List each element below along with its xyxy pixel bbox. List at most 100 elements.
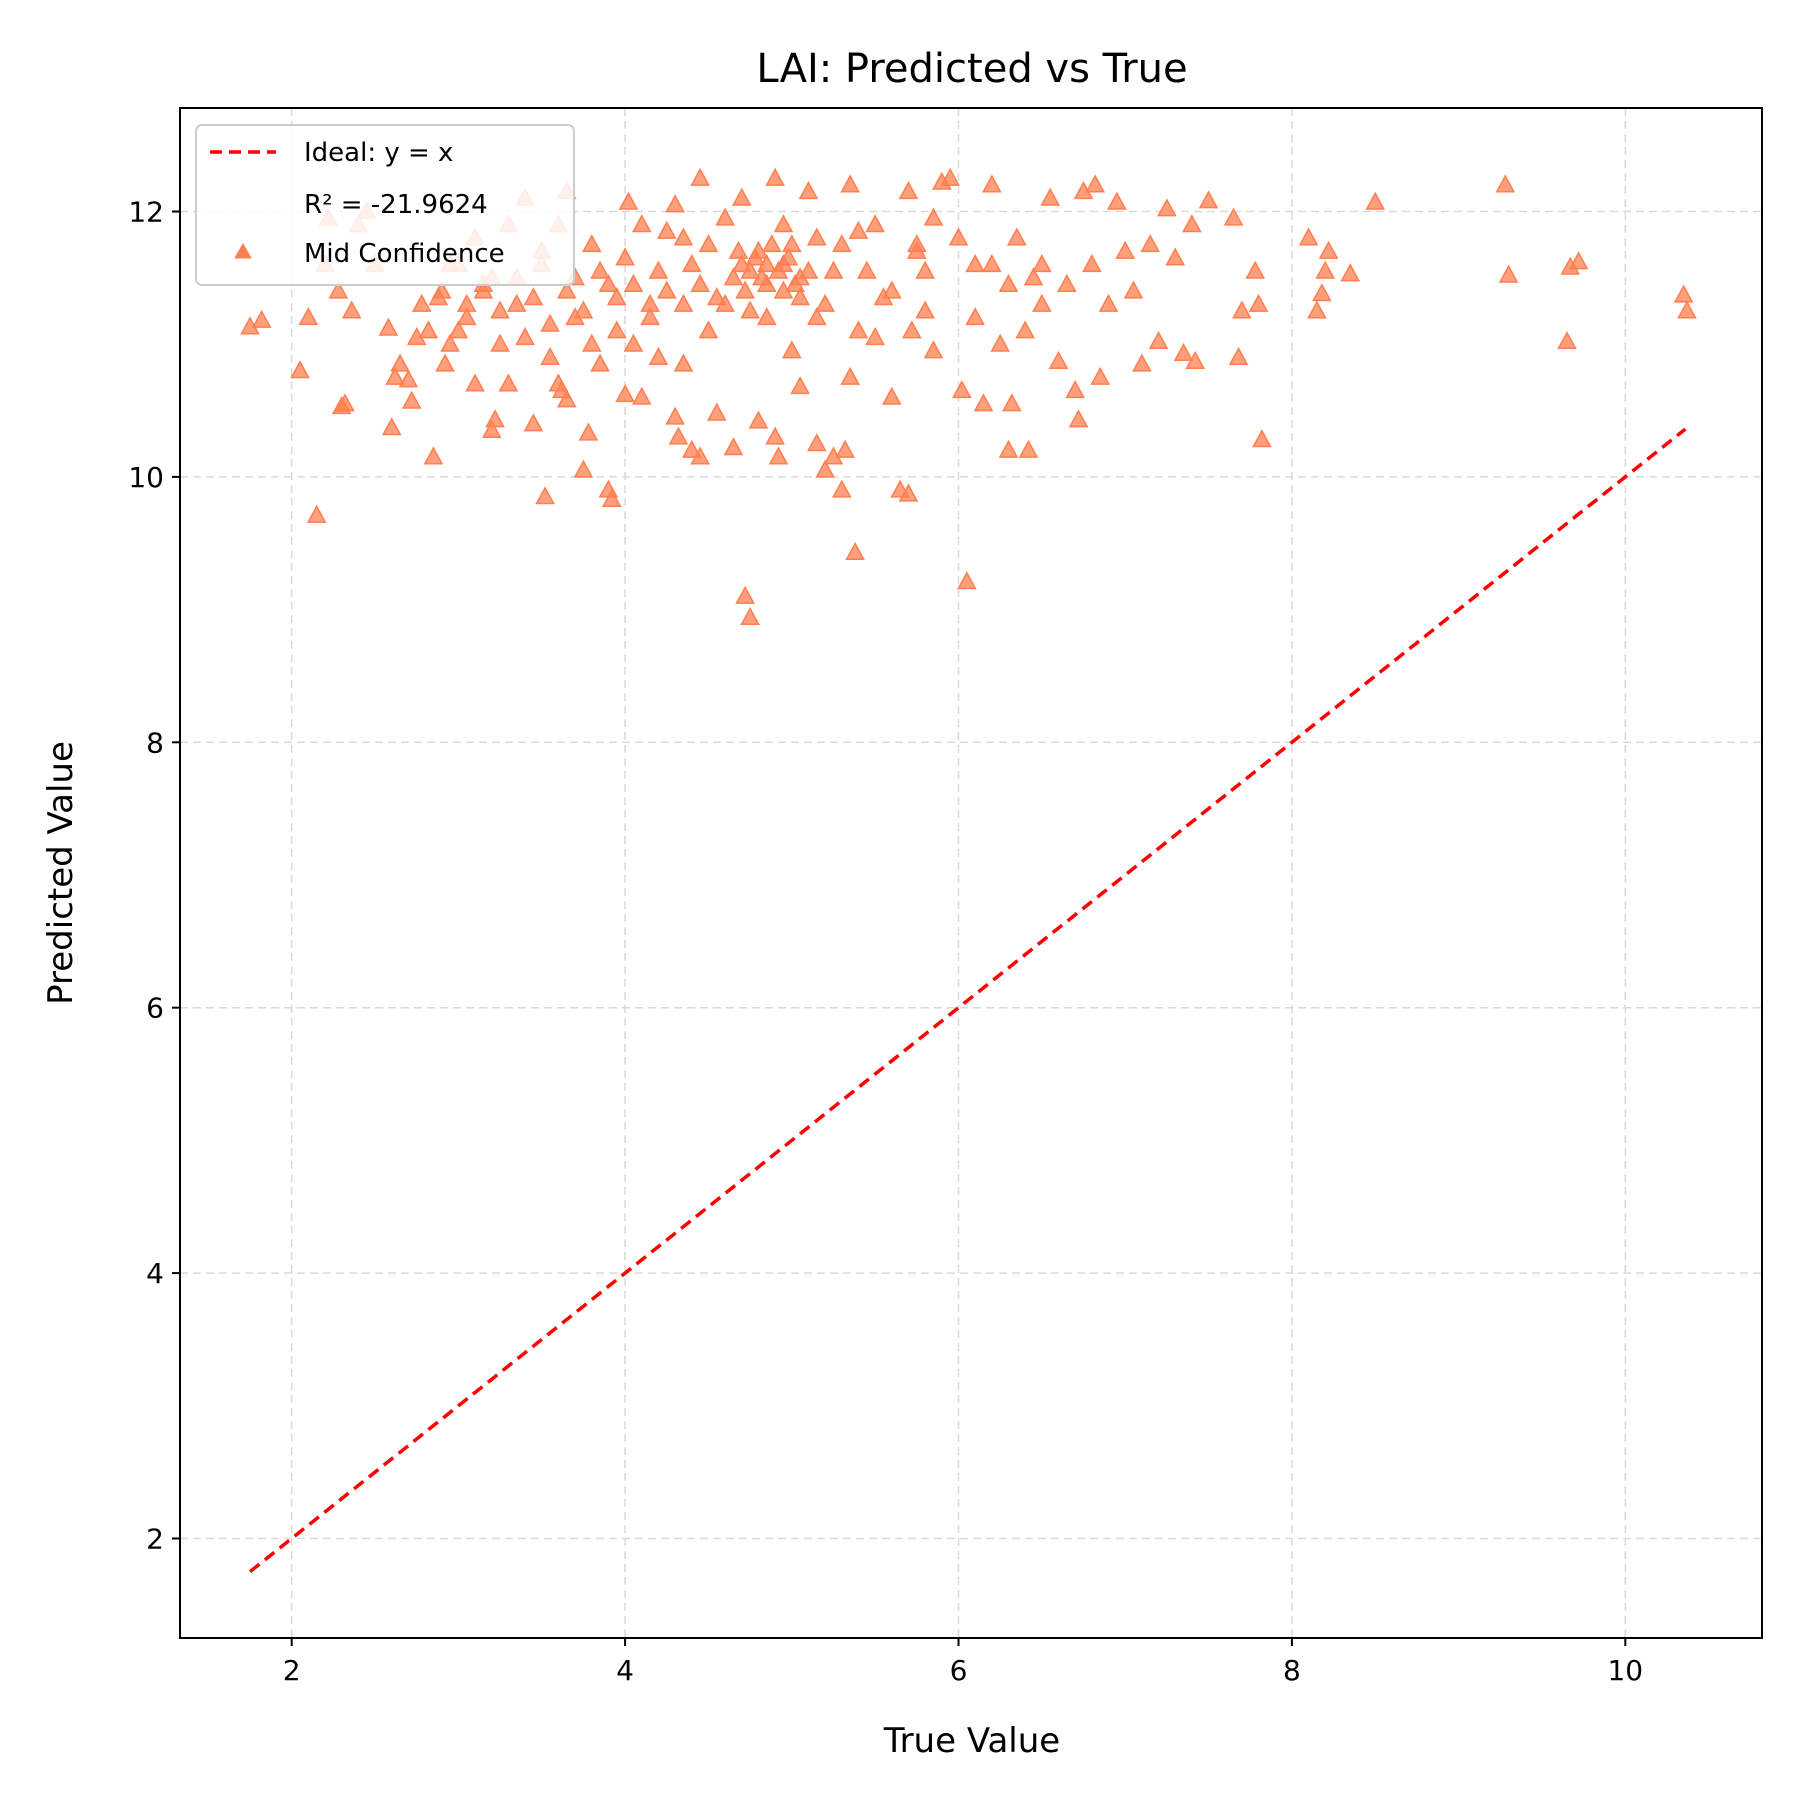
x-tick-label: 2 [283, 1654, 301, 1687]
data-point [740, 300, 760, 319]
data-point [973, 393, 994, 412]
data-point [381, 417, 402, 436]
data-point [573, 459, 594, 478]
data-point [690, 167, 710, 186]
data-point [773, 214, 794, 233]
data-point [756, 307, 777, 326]
data-point [1040, 187, 1060, 206]
data-point [485, 409, 505, 428]
data-point [940, 167, 960, 186]
data-point [411, 293, 432, 312]
data-point [1673, 284, 1694, 303]
data-point [806, 307, 827, 326]
data-point [982, 174, 1002, 193]
data-point [698, 234, 719, 253]
data-point [456, 307, 477, 326]
data-point [673, 227, 694, 246]
data-point [1307, 300, 1327, 319]
data-point [806, 227, 827, 246]
data-point [673, 293, 694, 312]
data-point [498, 373, 519, 392]
data-point [1498, 264, 1519, 283]
data-point [1568, 251, 1589, 270]
data-point [848, 220, 869, 239]
data-point [431, 280, 452, 299]
data-point [523, 287, 544, 306]
data-point [965, 254, 985, 273]
data-point [681, 254, 702, 273]
legend-box [195, 124, 575, 286]
data-point [798, 260, 819, 279]
data-point [665, 406, 685, 425]
data-point [781, 340, 802, 359]
data-point [623, 273, 644, 292]
data-point [673, 353, 694, 372]
data-point [1198, 190, 1219, 209]
data-point [765, 426, 785, 445]
data-point [957, 571, 977, 590]
data-point [1340, 263, 1361, 282]
data-point [631, 386, 652, 405]
data-point [1245, 260, 1266, 279]
data-point [1018, 439, 1039, 458]
x-tick-label: 8 [1283, 1654, 1301, 1687]
data-point [731, 187, 752, 206]
data-point [1228, 346, 1249, 365]
data-point [435, 353, 455, 372]
data-point [1140, 234, 1161, 253]
data-point [790, 287, 810, 306]
data-point [540, 313, 560, 332]
data-point [907, 234, 927, 253]
data-point [735, 280, 755, 299]
data-point [390, 353, 410, 372]
data-point [581, 333, 602, 352]
data-point [923, 207, 944, 226]
data-point [902, 320, 922, 339]
data-point [523, 413, 544, 432]
data-point [952, 380, 972, 399]
data-point [731, 254, 752, 273]
data-point [328, 280, 349, 299]
y-tick-label: 8 [146, 726, 164, 759]
data-point [1123, 280, 1144, 299]
data-point [648, 260, 669, 279]
data-point [1365, 191, 1386, 210]
data-point [1082, 254, 1102, 273]
data-point [1065, 380, 1085, 399]
data-point [798, 181, 819, 200]
data-point [765, 167, 785, 186]
data-point [823, 260, 844, 279]
data-point [715, 207, 735, 226]
data-point [1495, 174, 1516, 193]
data-point [1057, 273, 1077, 292]
data-point [1148, 330, 1169, 350]
data-point [681, 439, 702, 458]
data-point [251, 309, 272, 328]
data-point [556, 389, 577, 408]
data-point [601, 488, 622, 507]
data-point [573, 300, 594, 319]
data-point [1015, 320, 1035, 339]
data-point [815, 293, 835, 312]
data-point [481, 419, 502, 438]
data-point [341, 300, 362, 319]
data-point [831, 234, 852, 253]
legend-series-label: Mid Confidence [304, 239, 505, 269]
data-point [606, 287, 627, 306]
data-point [418, 320, 439, 339]
x-tick-label: 4 [616, 1654, 634, 1687]
data-point [690, 446, 710, 465]
data-point [1182, 214, 1202, 233]
data-point [1315, 260, 1336, 279]
data-point [706, 402, 727, 421]
data-point [990, 333, 1010, 352]
data-point [306, 504, 327, 523]
data-point [1107, 191, 1127, 210]
data-point [656, 280, 677, 299]
chart-title: LAI: Predicted vs True [756, 46, 1187, 92]
data-point [761, 234, 782, 253]
data-point [698, 320, 719, 339]
y-axis-label: Predicted Value [41, 741, 81, 1005]
data-point [298, 307, 319, 326]
data-point [882, 386, 902, 405]
